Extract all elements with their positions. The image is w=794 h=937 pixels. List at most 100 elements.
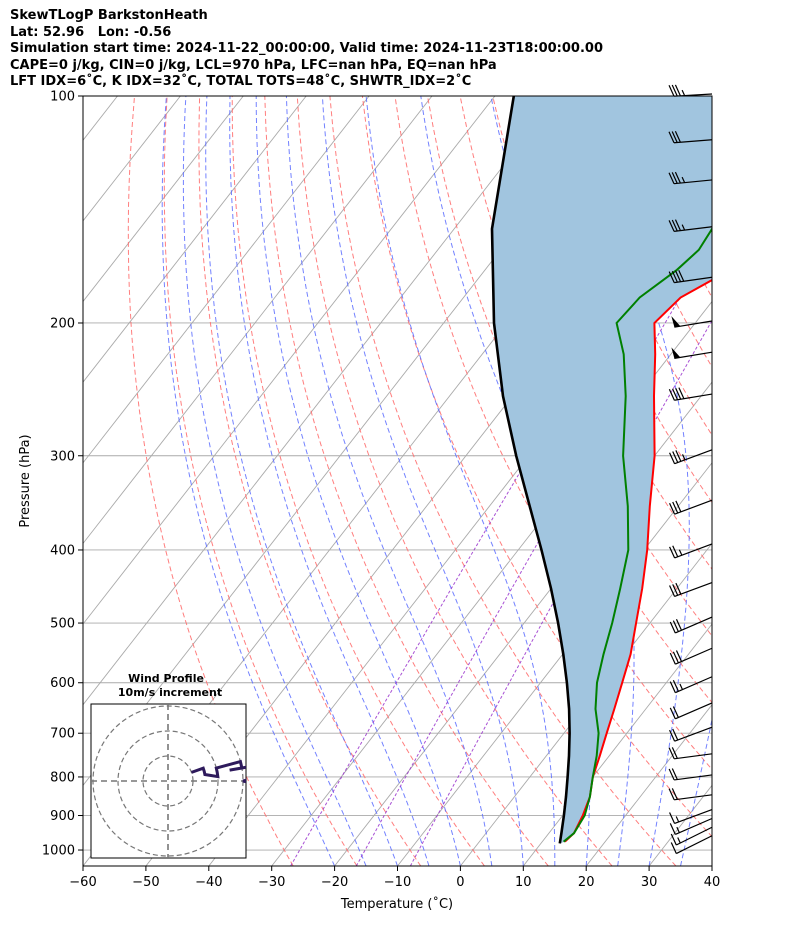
barb-staff <box>674 449 713 465</box>
barb-full <box>675 387 682 400</box>
y-tick-label: 600 <box>50 676 75 691</box>
y-tick-label: 400 <box>50 543 75 558</box>
barb-full <box>670 842 677 854</box>
barb-full <box>675 619 683 631</box>
barb-full <box>668 220 675 232</box>
wind-barb <box>670 835 713 855</box>
barb-full <box>668 131 675 144</box>
y-tick-label: 700 <box>50 727 75 742</box>
barb-full <box>675 582 682 595</box>
barb-full <box>671 270 678 283</box>
barb-half <box>681 176 686 183</box>
barb-full <box>669 707 676 720</box>
barb-full <box>675 270 682 282</box>
wind-barb <box>668 171 713 185</box>
barb-staff <box>674 794 713 801</box>
dewpoint-profile-line <box>562 226 712 843</box>
sounding-profiles <box>490 96 712 844</box>
temperature-profile-line <box>564 278 712 843</box>
barb-full <box>669 502 676 515</box>
wind-barb <box>669 543 713 559</box>
barb-half <box>676 826 680 833</box>
barb-full <box>672 501 679 514</box>
wind-barb <box>668 270 713 284</box>
isotherm-line <box>775 96 794 866</box>
dry-adiabat <box>721 96 794 866</box>
barb-full <box>675 450 682 462</box>
x-tick-label: 20 <box>578 875 595 890</box>
barb-full <box>669 585 676 597</box>
barb-full <box>678 270 685 282</box>
barb-staff <box>676 835 713 855</box>
barb-staff <box>674 726 713 742</box>
y-tick-label: 1000 <box>42 844 75 859</box>
wind-barb <box>668 219 713 232</box>
barb-full <box>668 84 675 97</box>
x-tick-label: −60 <box>69 875 96 890</box>
moist-adiabat <box>321 96 524 866</box>
isotherm-line <box>522 623 712 866</box>
barb-half <box>681 454 686 461</box>
barb-full <box>671 788 678 800</box>
dry-adiabat <box>231 96 485 866</box>
hodograph-trace <box>190 759 246 784</box>
barb-full <box>668 172 675 184</box>
barb-full <box>671 84 678 97</box>
y-tick-label: 900 <box>50 809 75 824</box>
hodograph-inset: Wind Profile 10m/s increment <box>90 672 247 859</box>
dry-adiabat <box>786 96 794 866</box>
barb-half <box>677 837 681 844</box>
y-tick-label: 800 <box>50 770 75 785</box>
x-tick-label: 0 <box>456 875 464 890</box>
wind-barb <box>669 817 713 835</box>
x-axis-label: Temperature (˚C) <box>340 896 453 912</box>
isotherm-line <box>83 96 559 706</box>
dry-adiabat <box>127 96 294 866</box>
isotherm-line <box>83 96 307 383</box>
wind-barb <box>669 676 713 694</box>
barb-full <box>674 171 681 184</box>
barb-full <box>671 131 678 143</box>
wind-barbs <box>668 84 713 855</box>
barb-staff <box>674 320 713 328</box>
barb-full <box>671 388 679 400</box>
barb-staff <box>674 808 713 825</box>
barb-staff <box>674 753 713 760</box>
barb-full <box>675 500 682 513</box>
barb-full <box>669 546 676 559</box>
barb-half <box>681 89 686 96</box>
isotherm-line <box>83 96 433 545</box>
dry-adiabat <box>753 96 794 866</box>
barb-full <box>670 833 677 846</box>
chart-title: SkewTLogP BarkstonHeath <box>10 8 208 23</box>
x-tick-label: −40 <box>195 875 222 890</box>
barb-full <box>674 131 681 143</box>
barb-staff <box>676 826 713 846</box>
barb-full <box>669 652 676 665</box>
dry-adiabat <box>329 96 677 866</box>
moist-adiabat <box>182 96 367 866</box>
wind-barb <box>669 616 713 634</box>
barb-full <box>672 728 679 741</box>
wind-barb <box>669 647 713 665</box>
barb-staff <box>674 351 713 359</box>
index-line: LFT IDX=6˚C, K IDX=32˚C, TOTAL TOTS=48˚C… <box>10 74 472 89</box>
wind-barb <box>669 808 713 825</box>
x-tick-label: 30 <box>641 875 658 890</box>
barb-staff <box>674 499 713 515</box>
isotherm-line <box>83 96 496 625</box>
barb-half <box>678 549 683 556</box>
y-axis-ticks: 100 200 300 400 500 600 700 800 900 1000 <box>42 90 83 859</box>
x-tick-label: −10 <box>384 875 411 890</box>
barb-staff <box>674 774 713 781</box>
barb-full <box>668 788 675 801</box>
y-axis-label: Pressure (hPa) <box>18 434 33 527</box>
barb-full <box>671 172 678 184</box>
barb-half <box>675 816 680 823</box>
barb-full <box>669 729 676 742</box>
moist-adiabat <box>205 96 398 866</box>
barb-full <box>669 452 676 464</box>
barb-staff <box>674 543 713 559</box>
x-tick-label: 10 <box>515 875 532 890</box>
